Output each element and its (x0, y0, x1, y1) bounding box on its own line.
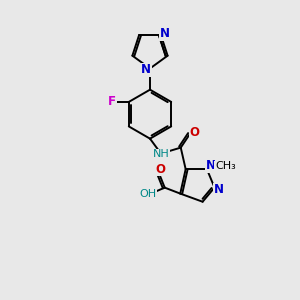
Text: N: N (141, 64, 151, 76)
Text: O: O (190, 126, 200, 139)
Text: N: N (206, 159, 215, 172)
Text: OH: OH (140, 189, 157, 199)
Text: NH: NH (153, 149, 170, 159)
Text: N: N (160, 27, 170, 40)
Text: O: O (155, 163, 165, 176)
Text: N: N (214, 183, 224, 196)
Text: CH₃: CH₃ (215, 161, 236, 171)
Text: F: F (108, 95, 116, 108)
